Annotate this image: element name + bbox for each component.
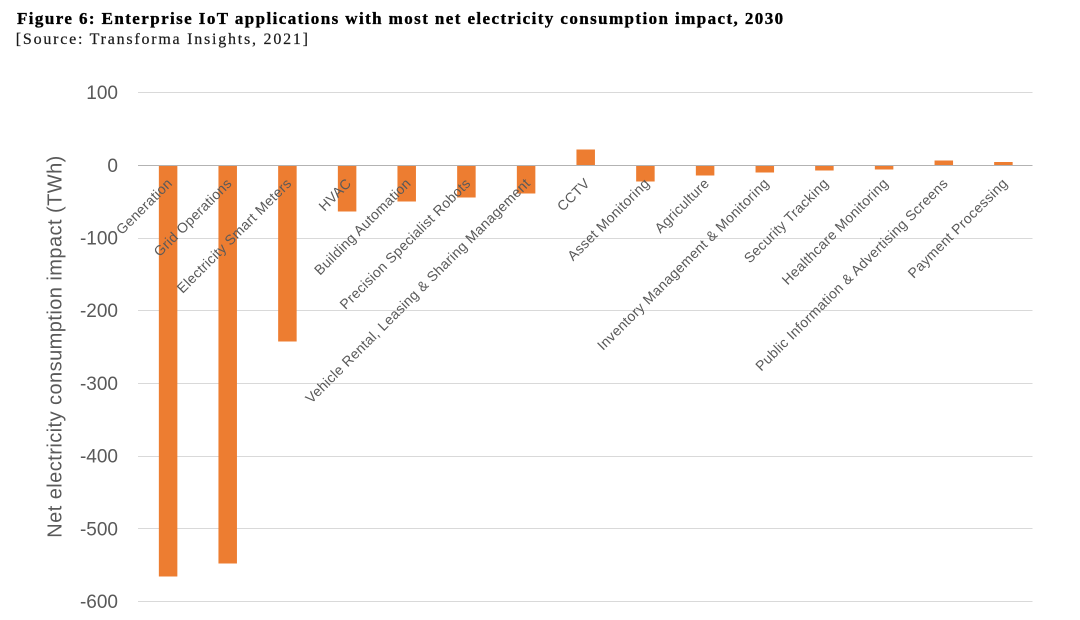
svg-text:-300: -300 — [80, 374, 118, 395]
svg-text:-200: -200 — [80, 301, 118, 322]
svg-text:100: 100 — [86, 83, 118, 104]
svg-text:Figure 6: Enterprise IoT appli: Figure 6: Enterprise IoT applications wi… — [17, 9, 785, 28]
svg-text:-600: -600 — [80, 592, 118, 613]
svg-text:-500: -500 — [80, 519, 118, 540]
svg-text:-400: -400 — [80, 447, 118, 468]
svg-text:-100: -100 — [80, 229, 118, 250]
svg-text:[Source: Transforma Insights,: [Source: Transforma Insights, 2021] — [16, 31, 310, 48]
svg-text:0: 0 — [107, 156, 118, 177]
svg-text:Net electricity consumption im: Net electricity consumption impact (TWh) — [45, 155, 67, 538]
